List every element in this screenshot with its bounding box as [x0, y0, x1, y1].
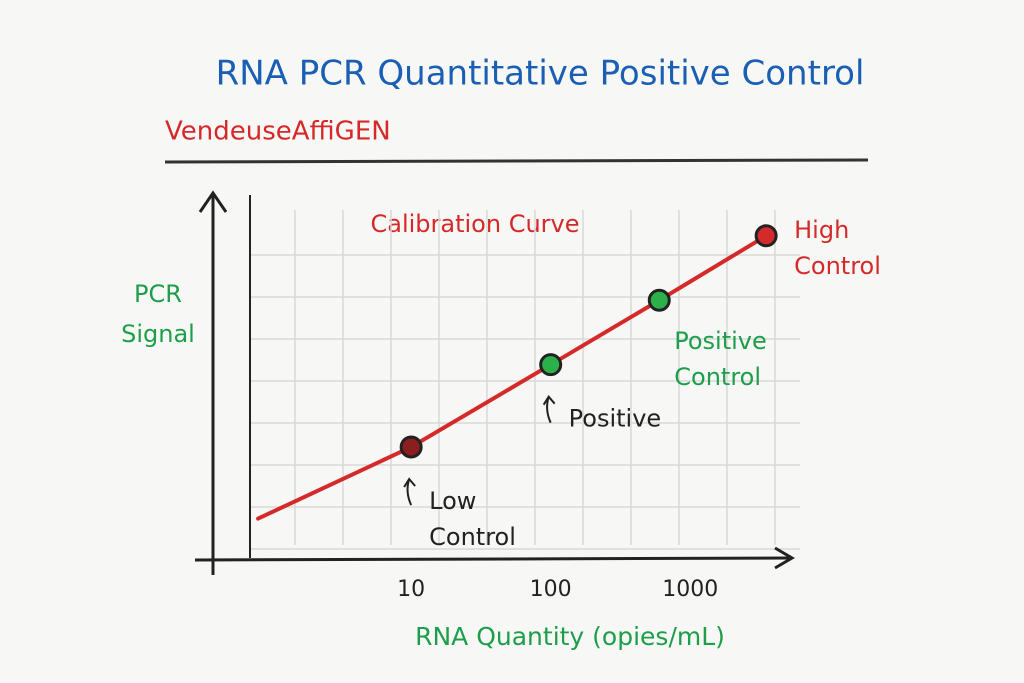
data-point	[754, 224, 778, 248]
chart-subtitle: VendeuseAffiGEN	[165, 117, 391, 147]
point-label: High Control	[794, 216, 881, 280]
grid	[250, 210, 800, 550]
x-axis-label: RNA Quantity (opies/mL)	[415, 622, 725, 651]
x-axis	[194, 556, 791, 562]
annotation: Calibration Curve	[370, 210, 579, 238]
x-tick-label: 1000	[662, 577, 718, 602]
y-axis-label: PCR Signal	[121, 280, 195, 348]
axis-arrows	[198, 190, 795, 570]
data-point	[647, 288, 671, 312]
label-arrow	[542, 394, 556, 424]
point-label: Positive Control	[674, 327, 767, 391]
chart-title: RNA PCR Quantitative Positive Control	[216, 54, 865, 94]
x-tick-label: 10	[397, 577, 425, 602]
point-label: Positive	[569, 405, 662, 433]
label-arrow	[403, 477, 416, 506]
divider	[164, 158, 869, 164]
data-point	[539, 353, 563, 377]
data-point	[399, 435, 423, 459]
x-tick-label: 100	[530, 577, 572, 602]
point-label: Low Control	[429, 487, 516, 551]
